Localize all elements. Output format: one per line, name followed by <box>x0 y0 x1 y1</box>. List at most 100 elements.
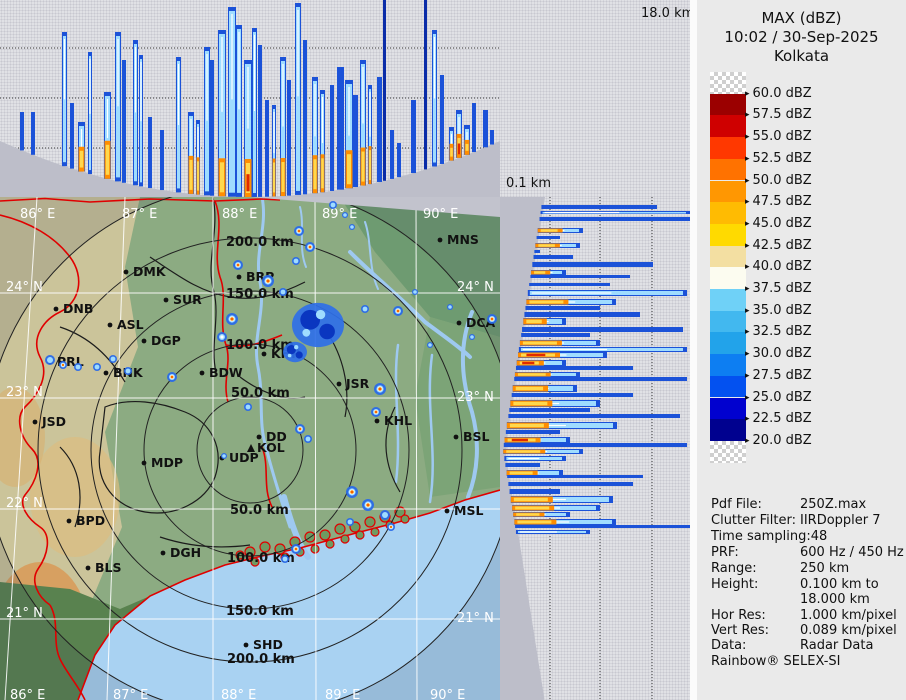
district-boundary <box>329 336 348 418</box>
yz-echo-bar <box>525 306 600 310</box>
product-title: MAX (dBZ) <box>761 9 842 27</box>
river <box>364 221 379 290</box>
dbz-scale-entry: ▸ 20.0 dBZ <box>745 433 812 449</box>
echo-cell <box>292 302 344 348</box>
xz-echo-bar <box>252 28 257 197</box>
yz-echo-bar <box>531 270 566 275</box>
dbz-scale-entry: ▸ 42.5 dBZ <box>745 238 812 254</box>
echo-cell <box>167 372 177 382</box>
grid-label: 23° N <box>6 385 43 400</box>
city-marker <box>123 269 129 275</box>
dbz-scale-label: 57.5 dBZ <box>752 107 812 123</box>
yz-echo-bar <box>530 275 630 278</box>
radar-site-marker <box>247 444 255 452</box>
echo-cell <box>292 257 300 265</box>
echo-cell <box>281 555 289 563</box>
yz-echo-bar <box>504 456 566 461</box>
metadata-value: 600 Hz / 450 Hz <box>800 545 904 560</box>
city-label: UDP <box>229 450 259 465</box>
metadata-value: 1.000 km/pixel <box>800 608 897 623</box>
river <box>299 206 307 268</box>
city-marker <box>107 322 113 328</box>
delta-island <box>334 523 346 535</box>
xz-cross-section-panel[interactable] <box>0 0 500 197</box>
xz-echo-bar <box>244 60 252 197</box>
yz-cross-section-panel[interactable] <box>500 197 697 700</box>
yz-echo-bar <box>509 489 560 494</box>
scale-arrow-icon: ▸ <box>745 327 750 338</box>
metadata-value: 250Z.max <box>800 497 867 512</box>
dbz-scale-block <box>710 202 746 224</box>
metadata-label: PRF: <box>711 545 739 560</box>
yz-echo-bar <box>534 250 540 253</box>
yz-echo-bar <box>504 437 570 443</box>
metadata-row: Data: Radar Data <box>711 638 873 653</box>
xz-echo-bar <box>390 130 394 179</box>
city-marker <box>103 370 109 376</box>
dbz-scale-block <box>710 267 746 289</box>
xz-cross-section-plot <box>0 0 500 197</box>
echo-cell <box>393 306 403 316</box>
legend-panel: MAX (dBZ) 10:02 / 30-Sep-2025 Kolkata ▸ 6… <box>690 0 906 700</box>
state-boundary <box>0 197 281 203</box>
echo-cell <box>291 544 301 554</box>
metadata-label: Height: <box>711 577 759 592</box>
grid-label: 88° E <box>221 688 256 700</box>
yz-echo-bar <box>503 449 583 454</box>
dbz-scale-entry: ▸ 30.0 dBZ <box>745 346 812 362</box>
range-ring-label: 100.0 km <box>226 338 294 353</box>
yz-echo-bar <box>532 262 653 267</box>
city-label: BSL <box>463 429 490 444</box>
city-marker <box>160 550 166 556</box>
delta-island <box>250 557 260 567</box>
dbz-scale-label: 32.5 dBZ <box>752 324 812 340</box>
xz-echo-bar <box>115 32 121 182</box>
delta-island <box>400 514 410 524</box>
yz-echo-bar <box>518 347 687 352</box>
terrain-hills <box>0 387 45 487</box>
yz-echo-bar <box>508 414 680 418</box>
scale-arrow-icon: ▸ <box>745 370 750 381</box>
city-marker <box>141 338 147 344</box>
xz-echo-bar <box>122 60 126 183</box>
yz-echo-bar <box>529 283 610 286</box>
yz-echo-bar <box>511 393 633 397</box>
echo-cell <box>109 355 117 363</box>
metadata-row: Vert Res: 0.089 km/pixel <box>711 623 897 638</box>
city-marker <box>163 297 169 303</box>
xz-echo-bar <box>424 0 427 170</box>
echo-cell <box>304 435 312 443</box>
product-timestamp: 10:02 / 30-Sep-2025 <box>724 28 879 46</box>
xz-echo-bar <box>411 100 416 174</box>
metadata-row: PRF: 600 Hz / 450 Hz <box>711 545 904 560</box>
district-boundary <box>210 196 217 373</box>
scale-arrow-icon: ▸ <box>745 284 750 294</box>
dbz-scale-entry: ▸ 35.0 dBZ <box>745 303 812 319</box>
range-ring-label: 50.0 km <box>231 386 290 401</box>
echo-cell <box>279 288 287 296</box>
yz-echo-bar <box>541 205 657 209</box>
state-boundary <box>214 200 229 403</box>
xz-echo-bar <box>160 130 164 191</box>
dbz-scale-label: 60.0 dBZ <box>752 85 812 101</box>
echo-cell <box>226 313 238 325</box>
echo-cell <box>305 242 315 252</box>
xz-echo-bar <box>78 122 85 172</box>
echo-cell <box>447 304 453 310</box>
xz-echo-bar <box>204 47 210 196</box>
xz-echo-bar <box>88 52 92 175</box>
state-boundary <box>261 446 273 508</box>
delta-island <box>244 546 256 558</box>
dbz-scale-label: 27.5 dBZ <box>752 367 812 383</box>
grid-label: 21° N <box>457 611 494 626</box>
xz-echo-bar <box>353 95 358 188</box>
echo-cell <box>221 453 227 459</box>
range-ring-label: 200.0 km <box>227 652 295 667</box>
longitude-gridline <box>4 196 38 700</box>
scale-arrow-icon: ▸ <box>745 240 750 251</box>
range-ring <box>143 343 357 557</box>
yz-echo-bar <box>505 463 540 467</box>
scale-arrow-icon: ▸ <box>745 435 750 446</box>
map-panel[interactable]: 86° E 86° E 87° E 87° E 88° E 88° E 89° E 89° E… <box>0 184 516 700</box>
scale-arrow-icon: ▸ <box>745 132 750 143</box>
